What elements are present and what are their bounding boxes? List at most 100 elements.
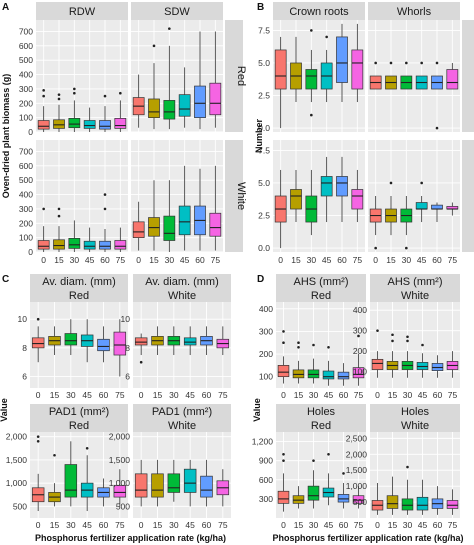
y-tick-label-D: 200 [259, 349, 273, 359]
x-tick-label-D: 45 [324, 520, 334, 530]
x-tick-label-D: 15 [388, 390, 398, 400]
box-B-outlier [389, 61, 393, 65]
y-tick-label-A: 100 [19, 113, 33, 123]
y-tick-label-A: 400 [19, 70, 33, 80]
box-D-outlier [376, 329, 379, 332]
strip-measure-label-C: Av. diam. (mm) [42, 276, 116, 288]
x-tick-label-A: 45 [180, 255, 190, 265]
facet-bg-D [276, 432, 366, 518]
box-A-box [99, 240, 111, 250]
box-B-outlier [435, 126, 439, 130]
strip-right-A [225, 140, 243, 252]
y-tick-label-B: 7.5 [258, 25, 270, 35]
box-B-outlier [405, 246, 408, 250]
y-tick-label-A: 200 [19, 218, 33, 228]
box-B-box [446, 69, 459, 90]
x-tick-label-B: 60 [337, 255, 347, 265]
x-tick-label-D: 60 [433, 520, 443, 530]
x-tick-label-D: 30 [309, 520, 319, 530]
box-A-outlier [103, 207, 107, 211]
box-C-box [200, 475, 213, 498]
box-B-box [290, 189, 302, 210]
x-tick-label-B: 75 [353, 255, 363, 265]
x-tick-label-C: 0 [36, 390, 41, 400]
strip-measure-label-C: Av. diam. (mm) [145, 276, 219, 288]
box-A-outlier [57, 207, 61, 211]
strip-right-B [462, 20, 474, 132]
x-tick-label-C: 60 [202, 390, 212, 400]
y-tick-label-A: 300 [19, 204, 33, 214]
box-D-box [337, 494, 350, 503]
box-C-box [113, 485, 127, 498]
x-tick-label-B: 45 [417, 255, 427, 265]
x-tick-label-A: 45 [85, 255, 95, 265]
y-tick-label-D: 100 [259, 372, 273, 382]
x-tick-label-A: 75 [116, 255, 126, 265]
strip-top-B [273, 2, 365, 20]
box-D-outlier [297, 341, 300, 345]
box-A-box [53, 239, 65, 250]
box-C-box [64, 464, 78, 498]
x-tick-label-D: 0 [281, 390, 286, 400]
x-tick-label-C: 15 [153, 390, 163, 400]
box-D-box [277, 365, 290, 378]
facet-C-0-0 [31, 317, 127, 377]
box-D-box [277, 490, 290, 504]
y-tick-label-C: 10 [18, 314, 28, 324]
x-tick-label-C: 15 [153, 520, 163, 530]
y-tick-label-D: 2,500 [346, 433, 368, 443]
x-tick-label-A: 60 [195, 255, 205, 265]
x-tick-label-B: 15 [386, 255, 396, 265]
box-B-outlier [374, 61, 377, 65]
x-tick-label-D: 15 [294, 390, 304, 400]
box-C-outlier [36, 317, 40, 321]
x-tick-label-C: 75 [115, 390, 125, 400]
y-tick-label-C: 6 [125, 372, 130, 382]
strip-color-label-C: Red [69, 420, 89, 432]
box-B-box [415, 202, 428, 210]
x-tick-label-D: 45 [324, 390, 334, 400]
x-tick-label-A: 0 [41, 255, 46, 265]
box-D-box [352, 495, 365, 504]
facet-C-1-0 [31, 435, 127, 512]
box-D-outlier [297, 345, 300, 349]
x-tick-label-C: 75 [218, 390, 228, 400]
facet-bg-B [273, 140, 365, 252]
strip-color-C [30, 418, 128, 432]
y-tick-label-D: 100 [353, 367, 367, 377]
y-tick-label-C: 2,000 [109, 432, 131, 442]
box-B-outlier [420, 181, 423, 185]
x-tick-label-C: 0 [36, 520, 41, 530]
box-B-outlier [435, 61, 439, 65]
facet-B-1-1 [369, 181, 459, 250]
box-B-outlier [310, 29, 313, 32]
x-tick-label-B: 45 [322, 255, 332, 265]
strip-color-C [133, 288, 231, 302]
box-D-outlier [342, 472, 345, 475]
x-tick-label-C: 0 [139, 520, 144, 530]
strip-top-A [131, 2, 223, 20]
strip-label-A: RDW [69, 6, 96, 18]
box-D-outlier [282, 452, 285, 456]
y-tick-label-A: 400 [19, 190, 33, 200]
box-B-box [431, 204, 443, 210]
strip-top-B [368, 2, 460, 20]
facet-A-1-0 [37, 193, 127, 252]
strip-measure-label-D: AHS (mm²) [294, 276, 349, 288]
y-tick-label-C: 8 [125, 343, 130, 353]
facet-A-1-1 [132, 165, 222, 252]
strip-color-label-D: Red [311, 290, 331, 302]
x-tick-label-D: 0 [375, 390, 380, 400]
facet-D-0-1 [371, 329, 459, 378]
box-C-box [134, 337, 148, 346]
strip-measure-label-C: PAD1 (mm²) [49, 406, 109, 418]
y-tick-label-D: 500 [353, 497, 367, 507]
box-B-outlier [374, 246, 377, 250]
strip-color-D [276, 418, 366, 432]
facet-D-1-1 [371, 465, 459, 515]
x-tick-label-C: 15 [50, 520, 60, 530]
box-A-box [37, 240, 50, 250]
y-tick-label-D: 2,000 [346, 449, 368, 459]
y-tick-label-C: 8 [22, 343, 27, 353]
